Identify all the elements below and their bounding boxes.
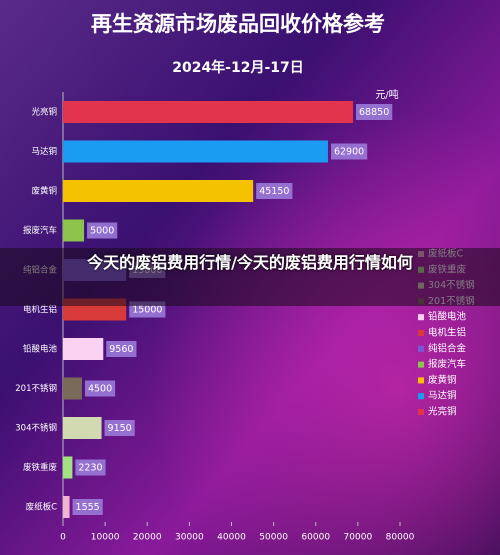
value-label-box	[256, 183, 293, 199]
x-tick-label: 60000	[301, 533, 330, 543]
value-label: 62900	[334, 147, 364, 158]
x-tick-label: 20000	[133, 533, 162, 543]
value-label-box	[84, 380, 116, 397]
value-label: 9560	[109, 344, 133, 355]
value-label: 5000	[90, 226, 114, 237]
y-tick-label: 报废汽车	[23, 225, 57, 236]
value-label-box	[75, 459, 106, 476]
y-tick-label: 废黄铜	[31, 186, 57, 197]
bar	[63, 101, 354, 123]
legend-swatch	[418, 409, 424, 415]
value-label: 45150	[259, 186, 289, 197]
x-tick-label: 10000	[91, 533, 120, 543]
bar	[63, 140, 328, 163]
legend-label: 电机生铝	[428, 327, 466, 339]
value-label-box	[72, 499, 103, 515]
legend-label: 废黄铜	[428, 374, 457, 386]
bar	[63, 338, 104, 360]
bar	[63, 417, 102, 439]
y-tick-label: 电机生铝	[23, 304, 57, 315]
unit-label: 元/吨	[375, 88, 398, 101]
x-tick-label: 0	[60, 533, 66, 543]
y-tick-label: 废铁重废	[23, 462, 58, 473]
bar	[63, 377, 82, 400]
bar	[63, 219, 85, 242]
value-label: 15000	[132, 305, 162, 316]
value-label-box	[106, 341, 137, 357]
legend-label: 报废汽车	[428, 358, 466, 370]
value-label-box	[356, 104, 393, 120]
value-label: 68850	[359, 107, 389, 118]
legend-label: 马达铜	[428, 390, 457, 402]
legend-swatch	[418, 314, 424, 321]
bar	[63, 456, 73, 479]
y-tick-label: 201不锈钢	[15, 383, 57, 394]
legend-label: 纯铝合金	[428, 342, 467, 354]
chart-title: 再生资源市场废品回收价格参考	[91, 12, 385, 36]
value-label: 4500	[88, 384, 112, 395]
y-tick-label: 光亮铜	[31, 107, 57, 118]
value-label: 9150	[108, 423, 132, 434]
value-label-box	[104, 420, 135, 436]
x-tick-label: 80000	[386, 533, 415, 543]
value-label: 1555	[76, 502, 100, 513]
banner-background	[0, 248, 500, 306]
legend-label: 光亮铜	[428, 406, 457, 418]
bar	[63, 496, 70, 518]
value-label-box	[330, 143, 368, 160]
legend-swatch	[418, 377, 424, 384]
legend-swatch	[418, 345, 424, 352]
y-tick-label: 铅酸电池	[23, 344, 58, 355]
y-tick-label: 废纸板C	[26, 502, 58, 513]
y-tick-label: 304不锈钢	[15, 423, 57, 434]
x-tick-label: 30000	[175, 533, 204, 543]
x-tick-label: 50000	[259, 533, 288, 543]
x-tick-label: 40000	[217, 533, 246, 543]
x-tick-label: 70000	[344, 533, 373, 543]
y-tick-label: 马达铜	[31, 146, 57, 157]
legend-swatch	[418, 361, 424, 368]
value-label-box	[87, 222, 118, 239]
legend-swatch	[418, 393, 424, 400]
banner-box: 今天的废铝费用行情/今天的废铝费用行情如何	[87, 253, 413, 272]
legend-swatch	[418, 330, 424, 336]
banner-text: 今天的废铝费用行情/今天的废铝费用行情如何	[87, 253, 413, 272]
legend-label: 铅酸电池	[428, 311, 467, 323]
value-label: 2230	[78, 463, 102, 474]
bar	[63, 180, 254, 202]
chart-subtitle: 2024年-12月-17日	[172, 59, 304, 76]
